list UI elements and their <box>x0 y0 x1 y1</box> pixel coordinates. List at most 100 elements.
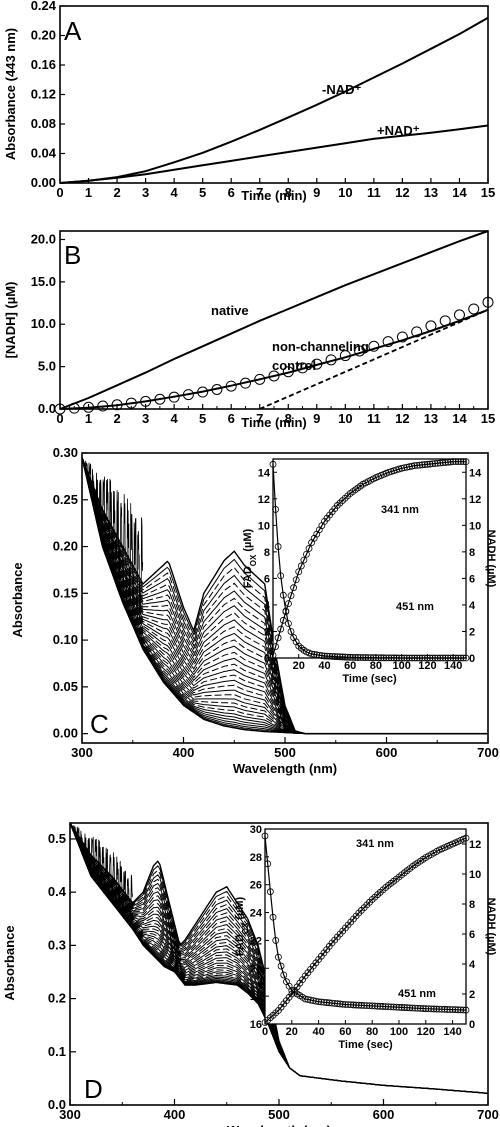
y-axis-label: [NADH] (µM) <box>3 282 18 359</box>
x-tick-label: 600 <box>373 1107 395 1122</box>
series-line-non-channeling <box>59 308 489 410</box>
inset-fit-451nm <box>264 835 467 1011</box>
y-tick-label: 0.00 <box>53 726 78 741</box>
inset-point-341nm <box>305 545 313 552</box>
y-tick-label: 15.0 <box>31 274 56 289</box>
x-tick-label: 15 <box>481 411 495 426</box>
data-point-circle <box>83 401 95 413</box>
inset-y-right-tick-label: 4 <box>469 600 476 612</box>
data-point-circle <box>125 397 137 409</box>
inset-y-left-tick-label: 4 <box>264 600 271 612</box>
inset-y-right-tick-label: 12 <box>469 839 481 851</box>
x-tick-label: 15 <box>481 185 495 200</box>
x-tick-label: 11 <box>367 185 381 200</box>
y-tick-label: 0.20 <box>31 28 56 43</box>
inset-annotation-341nm: 341 nm <box>381 504 419 516</box>
x-axis-label: Wavelength (nm) <box>227 1123 331 1127</box>
spectrum-noise <box>69 822 133 919</box>
plot-frame <box>59 5 489 184</box>
inset-y-right-tick-label: 10 <box>469 520 481 532</box>
x-tick-label: 1 <box>85 411 92 426</box>
x-tick-label: 11 <box>367 411 381 426</box>
x-tick-label: 3 <box>142 185 149 200</box>
data-point-circle <box>182 389 194 401</box>
x-tick-label: 14 <box>452 185 467 200</box>
y-tick-label: 0.08 <box>31 116 56 131</box>
data-point-circle <box>482 296 494 308</box>
inset-point-451nm <box>287 628 295 635</box>
inset-x-tick-label: 100 <box>390 1026 408 1038</box>
x-tick-label: 12 <box>395 185 409 200</box>
x-tick-label: 500 <box>274 745 296 760</box>
inset-x-tick-label: 20 <box>293 660 305 672</box>
data-point-circle <box>396 331 408 343</box>
panel-b: 0 1 2 3 4 5 6 7 8 9 10 11 12 13 14 150.05.010.015.020.0… <box>3 230 495 430</box>
inset-point-451nm <box>280 971 288 979</box>
inset-point-341nm <box>279 616 287 624</box>
y-axis-label: Absorbance (443 nm) <box>3 28 18 160</box>
x-tick-label: 13 <box>424 411 438 426</box>
inset-y-right-tick-label: 6 <box>469 573 475 585</box>
inset-y-right-tick-label: 6 <box>469 929 475 941</box>
series-label: -NAD⁺ <box>322 82 361 97</box>
data-point-circle <box>211 384 223 396</box>
x-tick-label: 12 <box>395 411 409 426</box>
x-axis-label: Time (min) <box>241 415 307 430</box>
x-tick-label: 700 <box>477 1107 499 1122</box>
inset-point-341nm <box>292 576 300 584</box>
data-point-circle <box>68 402 80 414</box>
series-line-plus-nad <box>59 124 489 184</box>
spectrum-trace <box>81 457 488 735</box>
x-tick-label: 6 <box>228 185 235 200</box>
x-tick-label: 10 <box>338 185 352 200</box>
annotation-non-channeling: non-channeling <box>272 339 369 354</box>
x-tick-label: 8 <box>285 411 292 426</box>
x-tick-label: 400 <box>173 745 195 760</box>
inset-y-left-tick-label: 20 <box>250 963 262 975</box>
y-tick-label: 0.12 <box>31 87 56 102</box>
inset-x-axis-label: Time (sec) <box>342 673 397 685</box>
x-tick-label: 5 <box>199 185 206 200</box>
y-tick-label: 0.16 <box>31 57 56 72</box>
inset-point-341nm <box>272 643 279 650</box>
data-point-circle <box>254 373 266 385</box>
inset-point-341nm <box>290 584 297 592</box>
inset-x-tick-label: 40 <box>312 1026 324 1038</box>
inset-annotation-451nm: 451 nm <box>396 601 434 613</box>
inset-y-left-label-sub: OX <box>249 554 258 566</box>
inset-y-left-tick-label: 2 <box>264 626 270 638</box>
x-tick-label: 7 <box>256 411 263 426</box>
inset-y-left-tick-label: 0 <box>264 653 270 665</box>
spectrum-trace <box>81 457 488 735</box>
x-tick-label: 600 <box>376 745 398 760</box>
data-point-circle <box>354 345 366 357</box>
y-tick-label: 0.3 <box>48 937 66 952</box>
inset-y-right-tick-label: 2 <box>469 626 475 638</box>
y-tick-label: 0.30 <box>53 445 78 460</box>
inset-y-left-tick-label: 22 <box>250 935 262 947</box>
annotation-control: control <box>272 358 316 373</box>
data-point-circle <box>140 395 152 407</box>
data-point-circle <box>111 399 123 411</box>
y-tick-label: 0.5 <box>48 831 66 846</box>
inset-x-tick-label: 0 <box>270 660 276 672</box>
spectrum-trace <box>81 457 488 735</box>
inset-frame <box>264 828 467 1025</box>
x-tick-label: 9 <box>313 411 320 426</box>
data-point-circle <box>382 336 394 348</box>
y-tick-label: 20.0 <box>31 231 56 246</box>
series-line-extrapolation <box>259 308 489 410</box>
inset-y-right-label: NADH (µM) <box>485 530 497 588</box>
inset-x-tick-label: 140 <box>443 1026 461 1038</box>
x-tick-label: 1 <box>85 185 92 200</box>
inset-y-left-label: FADOX (µM) <box>234 896 250 956</box>
inset-y-right-tick-label: 12 <box>469 494 481 506</box>
data-point-circle <box>439 315 451 327</box>
y-tick-label: 10.0 <box>31 316 56 331</box>
data-point-circle <box>268 370 280 382</box>
y-tick-label: 0.1 <box>48 1044 66 1059</box>
data-point-circle <box>282 366 294 378</box>
data-point-circle <box>453 309 465 321</box>
inset-y-right-tick-label: 2 <box>469 989 475 1001</box>
